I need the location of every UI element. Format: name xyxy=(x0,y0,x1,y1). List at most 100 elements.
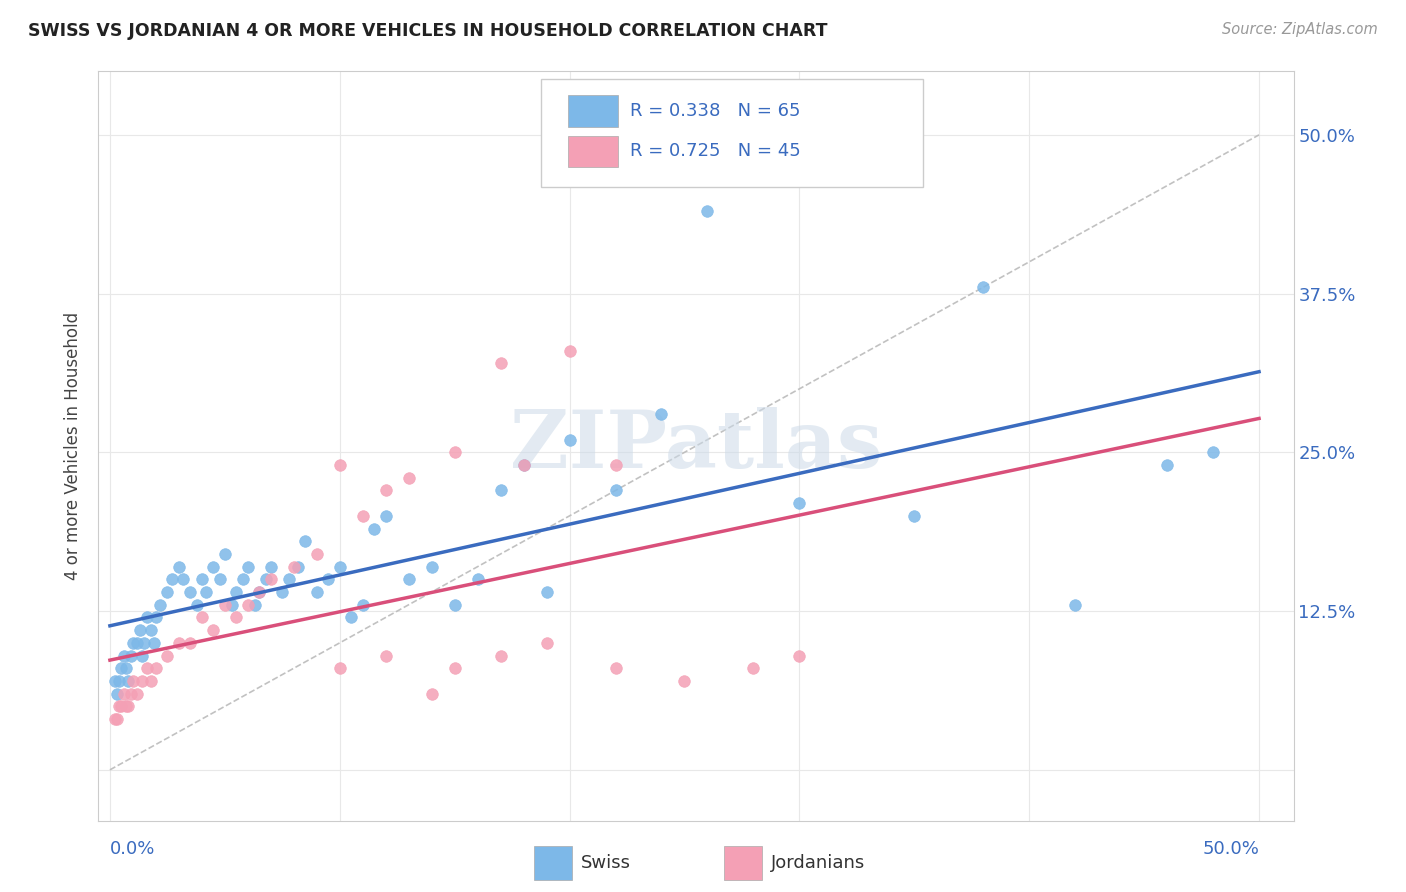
Point xyxy=(558,433,581,447)
Point xyxy=(789,496,811,510)
Point xyxy=(117,673,139,688)
Bar xyxy=(724,846,762,880)
Point xyxy=(605,458,627,472)
Point xyxy=(605,661,627,675)
Point xyxy=(156,585,179,599)
Point xyxy=(127,687,149,701)
Point xyxy=(167,559,190,574)
Point xyxy=(127,636,149,650)
Point xyxy=(329,458,352,472)
Point xyxy=(558,343,581,358)
Point xyxy=(103,673,125,688)
FancyBboxPatch shape xyxy=(568,95,619,127)
Point xyxy=(131,648,153,663)
Point xyxy=(128,623,150,637)
Bar xyxy=(534,846,572,880)
Point xyxy=(352,598,374,612)
Point xyxy=(145,610,167,624)
Point xyxy=(236,559,259,574)
Point xyxy=(420,687,443,701)
Text: Source: ZipAtlas.com: Source: ZipAtlas.com xyxy=(1222,22,1378,37)
Point xyxy=(105,712,128,726)
Point xyxy=(179,636,201,650)
Point xyxy=(294,534,316,549)
Point xyxy=(221,598,243,612)
Point xyxy=(254,572,277,586)
Point xyxy=(103,712,125,726)
Point xyxy=(122,636,145,650)
Point xyxy=(260,559,283,574)
Point xyxy=(443,661,465,675)
Point xyxy=(191,572,214,586)
Point xyxy=(225,585,247,599)
Point xyxy=(305,547,328,561)
Point xyxy=(536,585,558,599)
Point xyxy=(287,559,309,574)
Point xyxy=(214,598,236,612)
Text: SWISS VS JORDANIAN 4 OR MORE VEHICLES IN HOUSEHOLD CORRELATION CHART: SWISS VS JORDANIAN 4 OR MORE VEHICLES IN… xyxy=(28,22,828,40)
Point xyxy=(186,598,208,612)
Point xyxy=(115,699,138,714)
Point xyxy=(115,661,138,675)
Point xyxy=(135,661,157,675)
Point xyxy=(420,559,443,574)
Point xyxy=(191,610,214,624)
Point xyxy=(512,458,534,472)
Point xyxy=(145,661,167,675)
Point xyxy=(110,661,132,675)
Point xyxy=(340,610,363,624)
Point xyxy=(108,673,131,688)
Point xyxy=(536,636,558,650)
Point xyxy=(142,636,165,650)
Point xyxy=(141,623,163,637)
Point xyxy=(903,508,925,523)
Point xyxy=(1202,445,1225,459)
Point xyxy=(329,661,352,675)
Point xyxy=(696,204,718,219)
Point xyxy=(972,280,994,294)
Point xyxy=(352,508,374,523)
Point xyxy=(243,598,266,612)
Point xyxy=(209,572,232,586)
Text: Jordanians: Jordanians xyxy=(770,854,865,872)
Point xyxy=(225,610,247,624)
Point xyxy=(108,699,131,714)
Point xyxy=(398,572,420,586)
Point xyxy=(443,445,465,459)
Point xyxy=(105,687,128,701)
Point xyxy=(329,559,352,574)
Point xyxy=(489,356,512,370)
Point xyxy=(374,508,396,523)
Point xyxy=(305,585,328,599)
Point xyxy=(489,483,512,498)
Point xyxy=(789,648,811,663)
Point xyxy=(167,636,190,650)
Text: R = 0.725   N = 45: R = 0.725 N = 45 xyxy=(630,143,801,161)
Point xyxy=(202,623,225,637)
Point xyxy=(489,648,512,663)
Point xyxy=(179,585,201,599)
Point xyxy=(374,483,396,498)
Point xyxy=(122,673,145,688)
Point xyxy=(742,661,765,675)
Point xyxy=(156,648,179,663)
Y-axis label: 4 or more Vehicles in Household: 4 or more Vehicles in Household xyxy=(65,312,83,580)
Text: ZIPatlas: ZIPatlas xyxy=(510,407,882,485)
Point xyxy=(316,572,339,586)
Point xyxy=(673,673,696,688)
Point xyxy=(271,585,294,599)
Point xyxy=(443,598,465,612)
Point xyxy=(605,483,627,498)
Point xyxy=(120,648,142,663)
Point xyxy=(467,572,489,586)
Point xyxy=(374,648,396,663)
Point xyxy=(149,598,172,612)
Point xyxy=(214,547,236,561)
Text: 50.0%: 50.0% xyxy=(1202,839,1258,858)
Point xyxy=(1156,458,1178,472)
Point xyxy=(141,673,163,688)
Point xyxy=(195,585,218,599)
FancyBboxPatch shape xyxy=(541,78,922,187)
Point xyxy=(650,407,672,421)
Point xyxy=(236,598,259,612)
